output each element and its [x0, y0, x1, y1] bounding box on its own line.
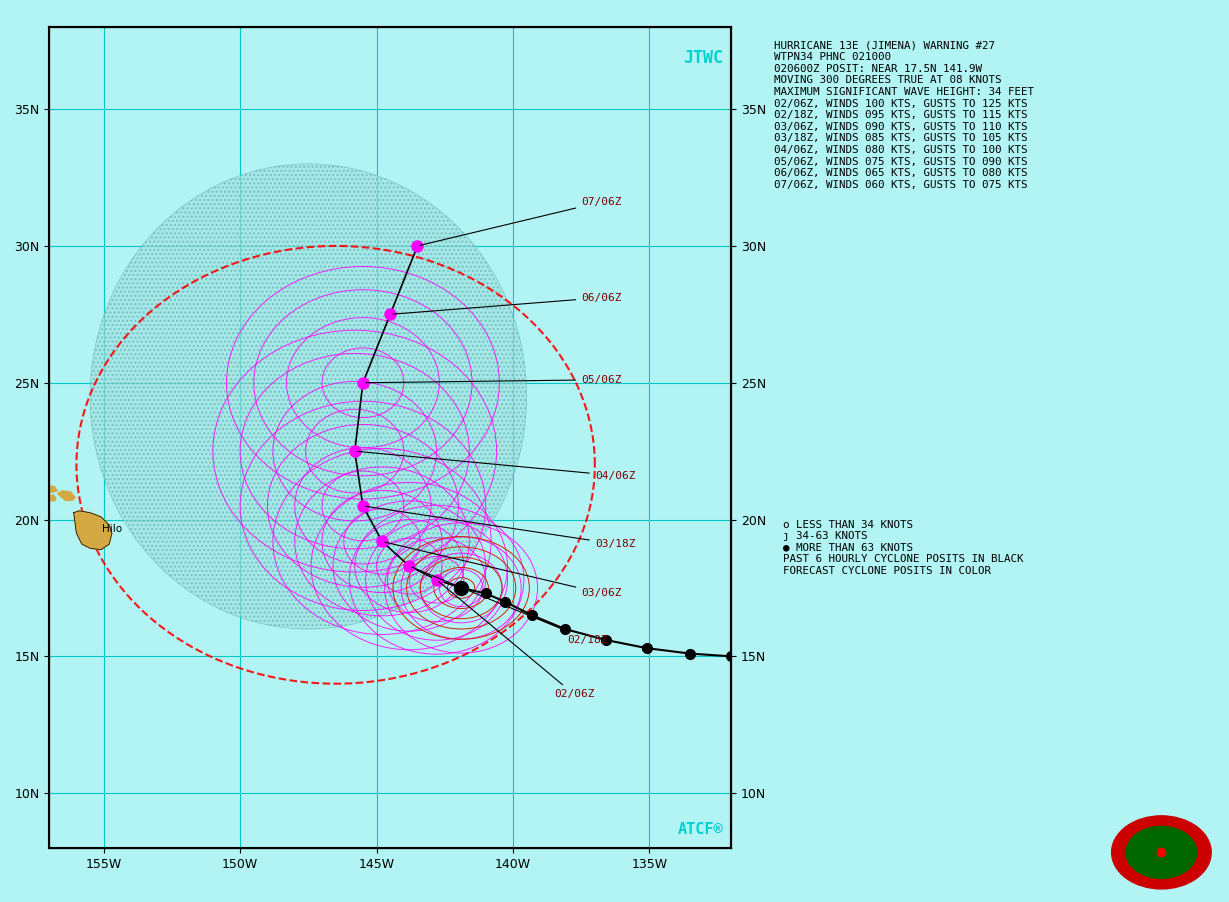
Polygon shape: [58, 491, 75, 501]
Text: 03/06Z: 03/06Z: [385, 542, 622, 598]
Text: Hilo: Hilo: [102, 524, 123, 534]
Text: 05/06Z: 05/06Z: [366, 374, 622, 385]
Circle shape: [1112, 815, 1212, 889]
Text: JTWC: JTWC: [683, 49, 723, 67]
Ellipse shape: [90, 164, 526, 629]
Polygon shape: [74, 511, 112, 549]
Text: 02/18Z: 02/18Z: [412, 567, 608, 645]
Polygon shape: [41, 485, 58, 492]
Text: 02/06Z: 02/06Z: [439, 582, 595, 699]
Circle shape: [1126, 826, 1197, 879]
Text: 06/06Z: 06/06Z: [393, 292, 622, 314]
Polygon shape: [49, 495, 57, 501]
Text: 07/06Z: 07/06Z: [420, 197, 622, 245]
Text: o LESS THAN 34 KNOTS
ȷ 34-63 KNOTS
● MORE THAN 63 KNOTS
PAST 6 HOURLY CYCLONE PO: o LESS THAN 34 KNOTS ȷ 34-63 KNOTS ● MOR…: [784, 520, 1024, 576]
Text: HURRICANE 13E (JIMENA) WARNING #27
WTPN34 PHNC 021000
020600Z POSIT: NEAR 17.5N : HURRICANE 13E (JIMENA) WARNING #27 WTPN3…: [774, 41, 1035, 189]
Text: 03/18Z: 03/18Z: [366, 506, 635, 549]
Text: ATCF®: ATCF®: [677, 822, 723, 837]
Text: 04/06Z: 04/06Z: [358, 451, 635, 481]
